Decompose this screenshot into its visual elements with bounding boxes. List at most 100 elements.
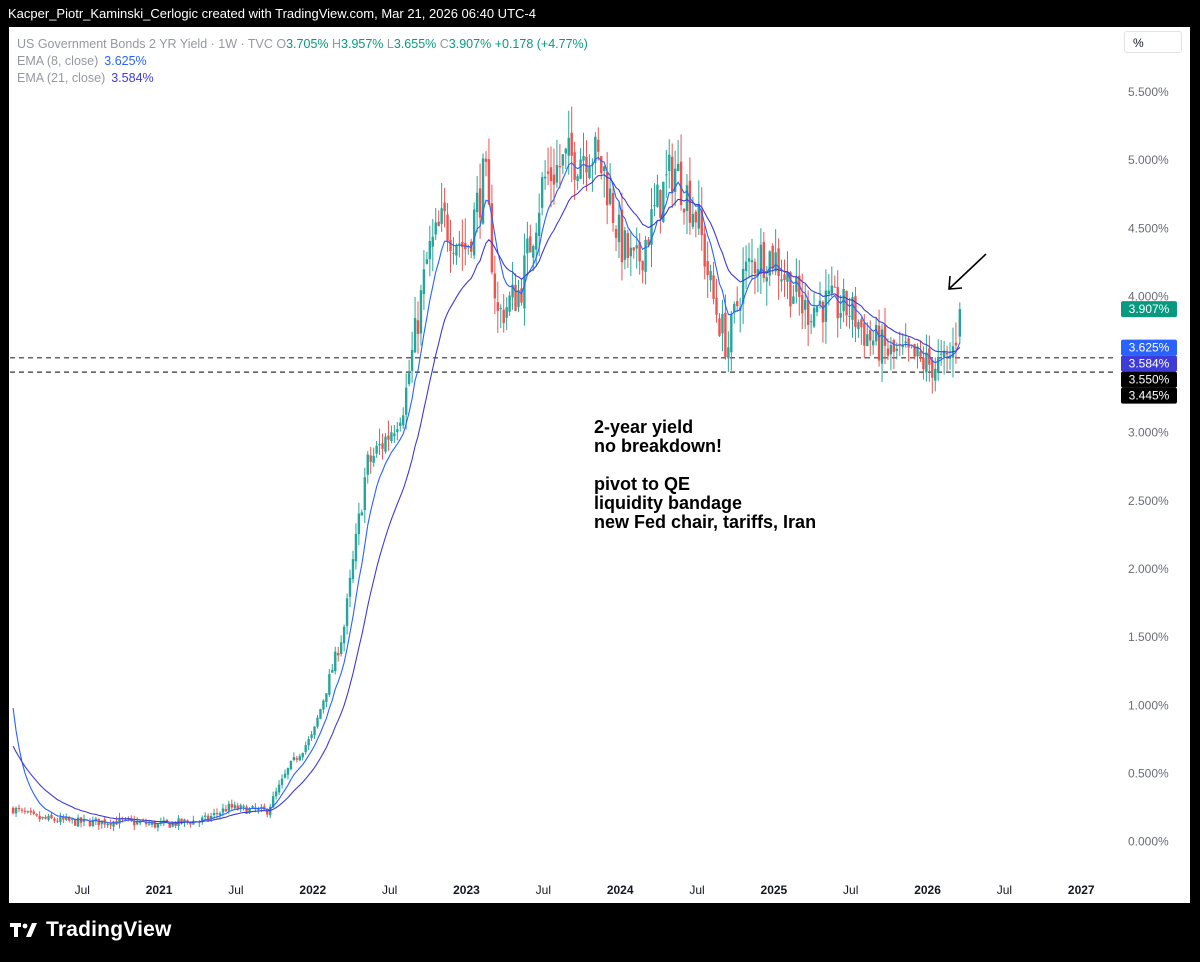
candle-body <box>801 294 804 314</box>
candle-body <box>413 318 417 353</box>
legend-ema8-row[interactable]: EMA (8, close) 3.625% <box>17 53 588 70</box>
close-value: 3.907% <box>448 37 492 51</box>
x-tick-label: Jul <box>536 883 551 897</box>
candle-body <box>165 819 168 823</box>
annotation-line: pivot to QE <box>594 474 690 494</box>
x-tick-label: 2025 <box>761 883 788 897</box>
candle-body <box>839 313 842 318</box>
candle-body <box>44 816 47 819</box>
annotation-line: new Fed chair, tariffs, Iran <box>594 512 817 532</box>
annotation-line <box>594 456 816 475</box>
candle-body <box>718 318 721 336</box>
candle-body <box>345 598 349 626</box>
candle-body <box>493 273 497 299</box>
candle-body <box>248 808 251 813</box>
legend-ema21-row[interactable]: EMA (21, close) 3.584% <box>17 70 588 87</box>
y-axis-ticks: 0.000% 0.500% 1.000% 1.500% 2.000% 2.500% 3.00… <box>1128 85 1169 848</box>
candle-body <box>106 823 109 826</box>
candle-body <box>419 290 423 334</box>
candle-body <box>221 808 225 813</box>
price-tags: 3.907% 3.625% 3.584% 3.550% 3.445% <box>1121 301 1177 404</box>
candle-body <box>712 275 715 299</box>
candle-body <box>558 165 562 168</box>
candle-body <box>632 247 635 251</box>
candle-body <box>591 163 594 165</box>
candle-body <box>239 805 242 809</box>
x-tick-label: 2024 <box>607 883 634 897</box>
candle-body <box>363 477 367 511</box>
candle-body <box>227 803 231 811</box>
candle-body <box>869 329 872 341</box>
ema21-line <box>12 174 961 824</box>
candle-body <box>939 353 943 355</box>
candle-body <box>295 758 299 760</box>
candle-body <box>958 309 962 337</box>
candle-body <box>505 307 508 318</box>
candle-body <box>954 342 958 346</box>
x-tick-label: Jul <box>689 883 704 897</box>
candle-body <box>416 320 420 334</box>
low-label: L <box>386 37 394 51</box>
candle-body <box>626 233 630 259</box>
candle-body <box>848 315 851 317</box>
candle-body <box>357 513 361 535</box>
candle-body <box>863 322 866 346</box>
candle-body <box>919 351 922 357</box>
candle-body <box>623 230 627 260</box>
candle-body <box>91 819 95 827</box>
tradingview-logo[interactable]: TradingView <box>10 918 172 942</box>
price-tag-label: 3.584% <box>1129 357 1170 371</box>
candle-body <box>390 432 393 442</box>
candle-body <box>608 188 612 205</box>
candle-body <box>774 252 777 272</box>
candle-body <box>889 344 893 355</box>
y-tick-label: 2.500% <box>1128 494 1169 508</box>
candle-body <box>56 820 59 822</box>
candle-body <box>26 811 30 813</box>
candle-body <box>886 348 890 356</box>
candle-body <box>334 651 337 672</box>
candle-body <box>410 350 414 371</box>
candle-body <box>68 817 71 821</box>
candle-body <box>396 429 399 433</box>
percent-scale-button[interactable]: % <box>1124 31 1182 53</box>
x-tick-label: Jul <box>75 883 90 897</box>
candle-body <box>662 181 665 222</box>
candle-body <box>136 821 139 825</box>
x-tick-label: 2027 <box>1068 883 1095 897</box>
symbol-name[interactable]: US Government Bonds 2 YR Yield · 1W · TV… <box>17 37 273 51</box>
candle-body <box>741 268 745 304</box>
candle-body <box>387 435 390 440</box>
candle-body <box>138 821 142 823</box>
candle-body <box>168 823 171 828</box>
ema21-label: EMA (21, close) <box>17 71 106 85</box>
high-value: 3.957% <box>341 37 384 51</box>
y-tick-label: 0.000% <box>1128 835 1169 849</box>
candle-body <box>144 821 148 825</box>
candle-body <box>280 778 284 785</box>
candle-body <box>570 132 573 156</box>
candle-body <box>877 325 881 361</box>
y-tick-label: 3.000% <box>1128 426 1169 440</box>
candle-body <box>603 166 606 172</box>
chart-panel[interactable] <box>9 27 1190 903</box>
candle-body <box>552 174 556 185</box>
candle-body <box>180 818 183 824</box>
x-tick-label: Jul <box>997 883 1012 897</box>
low-value: 3.655% <box>393 37 437 51</box>
candle-body <box>452 252 455 254</box>
candle-body <box>727 347 730 359</box>
candle-body <box>434 222 437 235</box>
candle-body <box>937 357 940 373</box>
open-value: 3.705% <box>286 37 329 51</box>
candle-body <box>824 290 828 322</box>
candle-body <box>564 148 567 154</box>
candle-body <box>490 203 494 273</box>
candle-body <box>271 796 275 808</box>
candle-body <box>328 674 331 695</box>
candle-body <box>449 239 452 252</box>
candle-body <box>437 221 440 226</box>
candle-body <box>765 277 768 282</box>
candle-body <box>543 176 547 179</box>
